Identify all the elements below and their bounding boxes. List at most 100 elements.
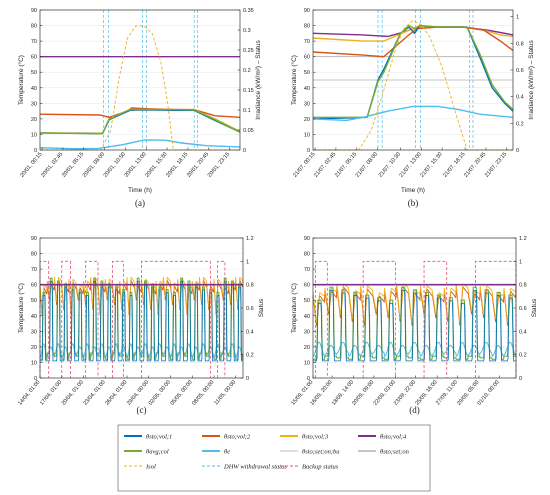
y-tick-label: 90: [31, 236, 37, 242]
y-tick-label: 10: [31, 132, 37, 138]
series--e: [312, 105, 514, 122]
x-tick-label: 11/05, 00:00: [213, 379, 237, 406]
series-theta-avg-col: [313, 286, 517, 360]
y-tick-label: 30: [304, 101, 310, 107]
y-tick-label: 90: [304, 236, 310, 242]
plot-frame: [39, 9, 241, 151]
y-tick-label: 50: [31, 298, 37, 304]
series-theta-e: [312, 341, 517, 358]
legend-label: θe: [224, 449, 230, 456]
y-tick-label: 20: [31, 117, 37, 123]
y2-tick-label: 1: [516, 15, 519, 21]
y-tick-label: 50: [304, 298, 310, 304]
y-tick-label: 50: [31, 70, 37, 76]
x-tick-label: 21/07, 23:15: [484, 151, 508, 178]
legend-label: Backup status: [302, 464, 339, 471]
y-tick-label: 10: [304, 360, 310, 366]
x-tick-label: 17/04, 01:00: [39, 379, 63, 406]
y2-tick-label: 0.1: [243, 108, 251, 114]
y2-tick-label: 0.8: [519, 283, 527, 289]
y2-tick-label: 0.4: [519, 329, 527, 335]
y-tick-label: 70: [31, 39, 37, 45]
legend-label: θsto;vol;1: [146, 434, 172, 441]
y-tick-label: 80: [31, 252, 37, 258]
y2-tick-label: 0: [519, 376, 522, 382]
y-tick-label: 70: [304, 39, 310, 45]
x-tick-label: 23/04, 01:00: [83, 379, 107, 406]
y2-tick-label: 0.2: [246, 353, 254, 359]
y2-tick-label: 0.8: [246, 283, 254, 289]
y-tick-label: 0: [34, 376, 37, 382]
y-tick-label: 0: [34, 148, 37, 154]
y2-tick-label: 0.35: [243, 8, 254, 14]
plot-frame: [312, 237, 517, 379]
backup-status-segment: [362, 260, 396, 378]
y2-axis-label: Status: [531, 298, 538, 317]
backup-status-segment: [423, 260, 448, 378]
panel-label: (a): [135, 198, 145, 208]
y-tick-label: 60: [304, 55, 310, 61]
panel-label: (b): [408, 198, 419, 208]
y-tick-label: 80: [31, 24, 37, 30]
series--e: [39, 139, 241, 150]
y-axis-label: Temperature (°C): [17, 55, 25, 105]
y2-tick-label: 0: [516, 148, 519, 154]
y2-tick-label: 0: [246, 376, 249, 382]
backup-status-segment: [85, 260, 99, 378]
y-tick-label: 30: [304, 329, 310, 335]
y2-tick-label: 0.2: [243, 68, 251, 74]
y-tick-label: 10: [304, 132, 310, 138]
y2-tick-label: 0.15: [243, 88, 254, 94]
x-tick-label: 29/04, 00:00: [126, 379, 150, 406]
y2-tick-label: 0: [243, 148, 246, 154]
x-tick-label: 02/05, 00:00: [148, 379, 172, 406]
y-tick-label: 10: [31, 360, 37, 366]
backup-status-segment: [141, 260, 211, 378]
y2-tick-label: 1.2: [246, 236, 254, 242]
y2-tick-label: 0.6: [246, 306, 254, 312]
y2-axis-label: Irradiance (kW/m²) – Status: [528, 40, 535, 120]
series--avg-col: [313, 24, 514, 119]
series--avg-col: [39, 108, 241, 135]
series--sto-vol-2: [312, 26, 514, 58]
backup-status-segment: [314, 260, 328, 378]
x-tick-label: 20/01, 23:15: [207, 151, 231, 178]
y-tick-label: 50: [304, 70, 310, 76]
y-tick-label: 90: [31, 8, 37, 14]
y-tick-label: 60: [304, 283, 310, 289]
series-isol: [40, 25, 240, 151]
legend-label: DHW withdrawal status: [223, 464, 287, 471]
x-axis-label: Time (h): [401, 187, 425, 194]
y-tick-label: 30: [31, 329, 37, 335]
y2-tick-label: 1: [519, 259, 522, 265]
y-tick-label: 30: [31, 101, 37, 107]
y-tick-label: 70: [304, 267, 310, 273]
y-tick-label: 20: [31, 345, 37, 351]
x-tick-label: 21/07, 15:30: [419, 151, 443, 178]
panel-label: (d): [409, 405, 420, 415]
series-theta-sto-vol-1: [313, 289, 516, 362]
legend-label: θsto;set;on;bu: [302, 449, 340, 456]
x-tick-label: 08/05, 00:00: [191, 379, 215, 406]
y-tick-label: 70: [31, 267, 37, 273]
legend-box: [117, 424, 431, 492]
y-tick-label: 40: [304, 86, 310, 92]
y2-tick-label: 0.2: [519, 353, 527, 359]
y-tick-label: 90: [304, 8, 310, 14]
plot-frame: [312, 9, 514, 151]
backup-status-segment: [217, 260, 226, 378]
backup-status-segment: [112, 260, 124, 378]
y-axis-label: Temperature (°C): [290, 55, 298, 105]
x-tick-label: 14/04, 01:00: [17, 379, 41, 406]
backup-status-segment: [39, 260, 50, 378]
legend-label: θavg;col: [146, 449, 169, 456]
y-tick-label: 40: [304, 314, 310, 320]
legend-label: θsto;vol;3: [302, 434, 329, 441]
series--sto-vol-3: [39, 108, 241, 134]
panel-c: 0 10 20 30 40 50 60 70 80 90 0 0.2 0.4 0.6 0.8 1 1.2 14/0…: [17, 236, 265, 415]
y2-tick-label: 1.2: [519, 236, 527, 242]
legend: θsto;vol;1 θsto;vol;2 θsto;vol;3 θsto;vol;4…: [117, 424, 431, 492]
x-tick-label: 21/07, 08:00: [355, 151, 379, 178]
panel-d: 010203040506070809000.20.40.60.811.215/0…: [290, 236, 538, 415]
